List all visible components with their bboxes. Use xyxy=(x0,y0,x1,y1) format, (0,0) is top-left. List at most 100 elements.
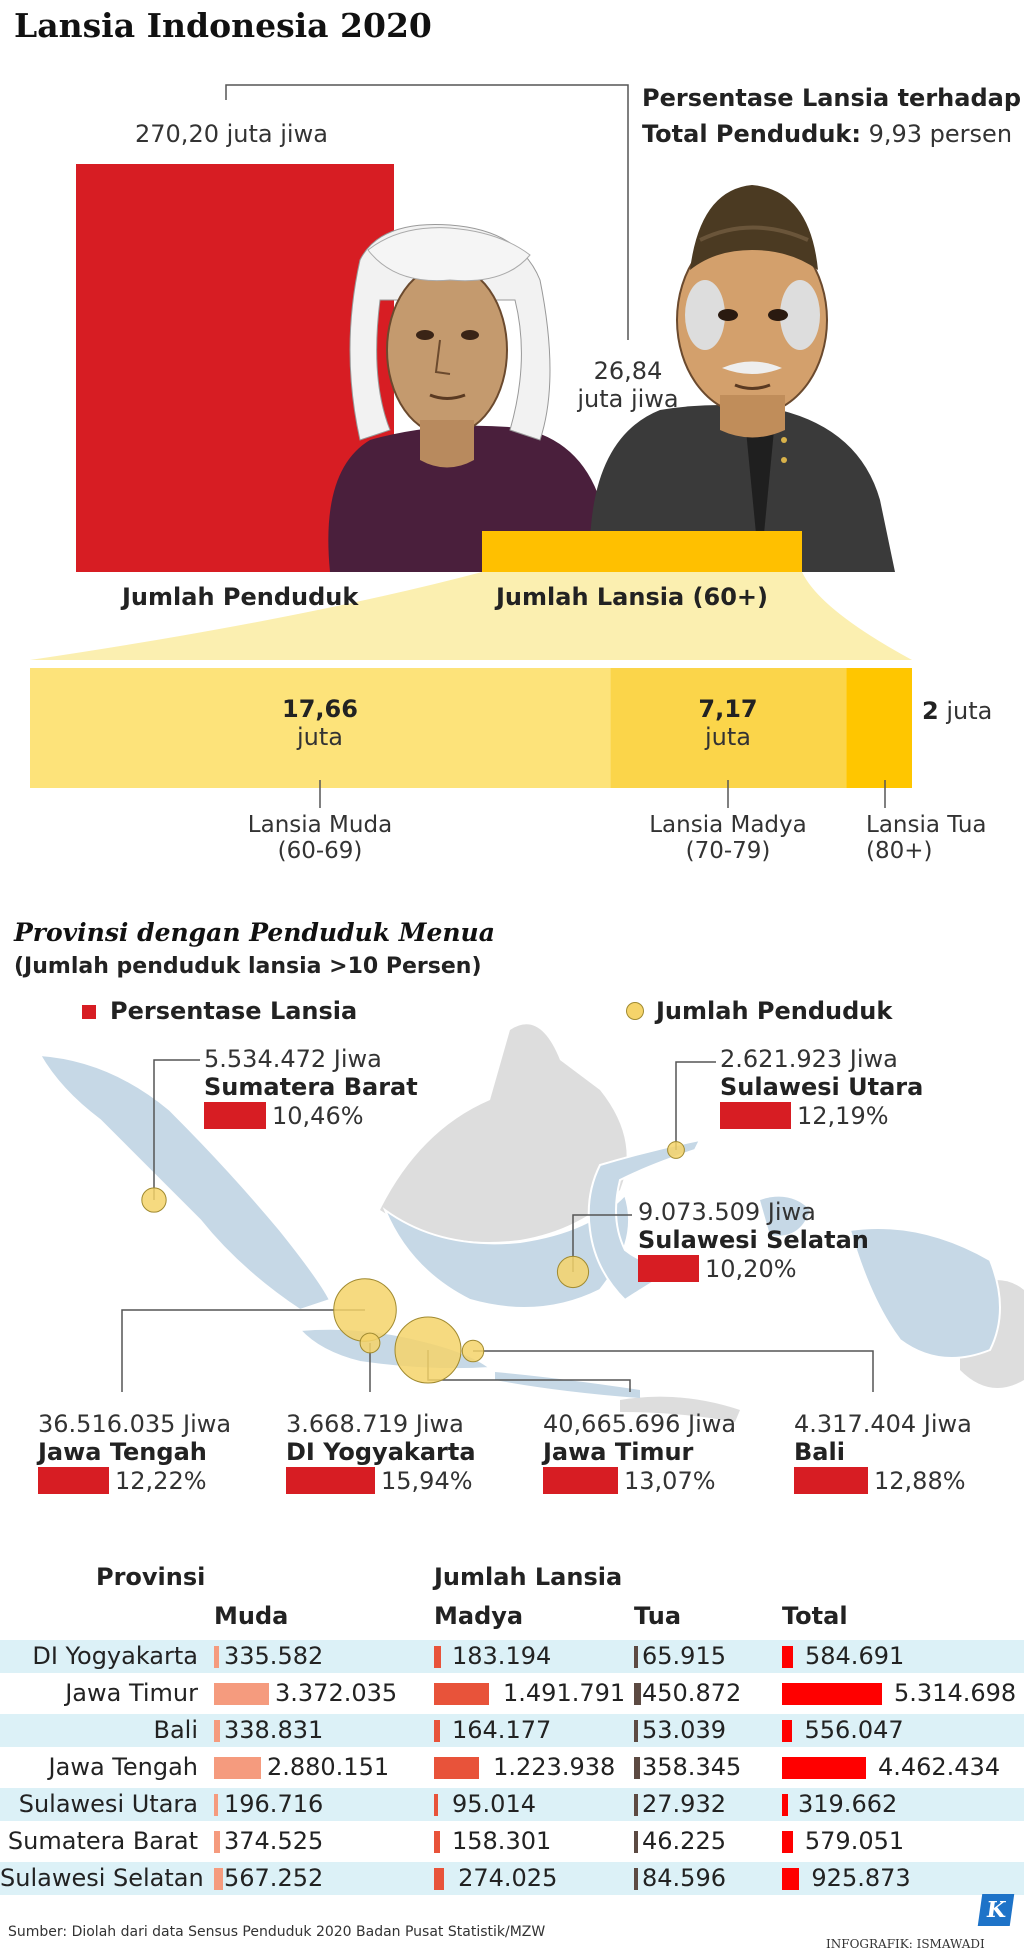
province-population: 4.317.404 Jiwa xyxy=(794,1410,972,1438)
population-bubble xyxy=(141,1187,167,1213)
breakdown-bar-muda xyxy=(30,668,611,788)
province-percent-bar xyxy=(38,1467,109,1494)
elderly-percent-line: Total Penduduk: 9,93 persen xyxy=(642,120,1012,148)
callout-jateng xyxy=(121,1309,365,1392)
maluku-land xyxy=(760,1196,810,1236)
population-bubble xyxy=(667,1141,685,1159)
table-cell-tua: 84.596 xyxy=(642,1864,726,1892)
province-callout-bali: 4.317.404 Jiwa Bali 12,88% xyxy=(794,1410,972,1496)
papua-land xyxy=(848,1227,1001,1359)
legend-population: Jumlah Penduduk xyxy=(626,997,892,1025)
elderly-value: 26,84 juta jiwa xyxy=(570,357,686,413)
table-cell-muda: 374.525 xyxy=(224,1827,324,1855)
province-name: Jawa Timur xyxy=(543,1438,694,1466)
breakdown-unit: juta xyxy=(946,697,993,725)
callout-sulsel xyxy=(572,1214,632,1272)
table-cell-madya: 158.301 xyxy=(452,1827,552,1855)
table-cell-muda: 2.880.151 xyxy=(266,1753,390,1781)
table-row xyxy=(0,1862,1024,1895)
table-header-muda: Muda xyxy=(214,1602,289,1630)
callout-sulut xyxy=(675,1061,716,1150)
table-bar-madya xyxy=(434,1831,440,1853)
province-percent: 13,07% xyxy=(624,1467,716,1495)
breakdown-value: 2 xyxy=(922,697,939,725)
province-population: 3.668.719 Jiwa xyxy=(286,1410,464,1438)
table-cell-muda: 3.372.035 xyxy=(275,1679,398,1707)
legend-percent-label: Persentase Lansia xyxy=(110,997,358,1025)
table-bar-muda xyxy=(214,1831,221,1853)
table-cell-muda: 335.582 xyxy=(224,1642,324,1670)
table-cell-madya: 1.491.791 xyxy=(503,1679,626,1707)
population-bubble xyxy=(461,1339,485,1363)
breakdown-bar-tua xyxy=(846,668,912,788)
table-header-group: Jumlah Lansia xyxy=(434,1563,623,1591)
breakdown-funnel xyxy=(30,572,912,660)
province-name: Sulawesi Selatan xyxy=(638,1226,869,1254)
province-name: DI Yogyakarta xyxy=(286,1438,476,1466)
nusa-tenggara-land xyxy=(495,1372,640,1398)
table-bar-madya xyxy=(434,1794,438,1816)
table-bar-muda xyxy=(214,1683,269,1705)
province-callout-sulsel: 9.073.509 Jiwa Sulawesi Selatan 10,20% xyxy=(638,1198,869,1284)
province-callout-jatim: 40,665.696 Jiwa Jawa Timur 13,07% xyxy=(543,1410,736,1496)
table-cell-province: Jawa Timur xyxy=(65,1679,198,1707)
province-name: Bali xyxy=(794,1438,845,1466)
population-bubble xyxy=(556,1255,590,1289)
province-population: 2.621.923 Jiwa xyxy=(720,1045,898,1073)
source-note: Sumber: Diolah dari data Sensus Penduduk… xyxy=(8,1924,546,1940)
breakdown-range: (60-69) xyxy=(277,838,363,864)
table-cell-madya: 95.014 xyxy=(452,1790,536,1818)
table-header-total: Total xyxy=(782,1602,848,1630)
table-bar-muda xyxy=(214,1757,261,1779)
table-cell-madya: 274.025 xyxy=(458,1864,558,1892)
breakdown-madya-label: Lansia Madya (70-79) xyxy=(608,812,848,864)
province-percent-bar xyxy=(286,1467,375,1494)
table-cell-muda: 196.716 xyxy=(224,1790,324,1818)
callout-bali xyxy=(473,1350,874,1392)
breakdown-value: 17,66 xyxy=(282,695,358,723)
breakdown-muda-value: 17,66 juta xyxy=(220,695,420,751)
table-cell-total: 5.314.698 xyxy=(894,1679,1017,1707)
province-percent: 12,88% xyxy=(874,1467,966,1495)
table-row xyxy=(0,1640,1024,1673)
table-cell-province: Bali xyxy=(153,1716,198,1744)
table-cell-total: 925.873 xyxy=(811,1864,911,1892)
table-bar-tua xyxy=(634,1831,638,1853)
table-bar-madya xyxy=(434,1868,445,1890)
page-title: Lansia Indonesia 2020 xyxy=(14,6,432,45)
table-bar-muda xyxy=(214,1868,224,1890)
map-section-title: Provinsi dengan Penduduk Menua xyxy=(14,918,495,947)
province-name: Sulawesi Utara xyxy=(720,1073,924,1101)
total-population-value: 270,20 juta jiwa xyxy=(135,120,328,148)
province-population: 9.073.509 Jiwa xyxy=(638,1198,816,1226)
table-bar-total xyxy=(782,1831,793,1853)
table-bar-tua xyxy=(634,1757,640,1779)
province-population: 40,665.696 Jiwa xyxy=(543,1410,737,1438)
table-cell-tua: 27.932 xyxy=(642,1790,726,1818)
breakdown-tua-value: 2 juta xyxy=(922,697,992,725)
table-cell-madya: 164.177 xyxy=(452,1716,552,1744)
table-cell-tua: 65.915 xyxy=(642,1642,726,1670)
table-bar-muda xyxy=(214,1646,220,1668)
table-bar-madya xyxy=(434,1646,441,1668)
province-name: Jawa Tengah xyxy=(38,1438,207,1466)
table-cell-muda: 338.831 xyxy=(224,1716,324,1744)
province-callout-sumbar: 5.534.472 Jiwa Sumatera Barat 10,46% xyxy=(204,1045,418,1131)
table-bar-muda xyxy=(214,1794,218,1816)
elderly-value-line2: juta jiwa xyxy=(577,385,679,413)
province-percent: 15,94% xyxy=(381,1467,473,1495)
legend-percent-swatch xyxy=(82,1005,96,1019)
table-cell-province: Jawa Tengah xyxy=(48,1753,198,1781)
legend-percent: Persentase Lansia xyxy=(82,997,357,1025)
table-cell-total: 319.662 xyxy=(798,1790,898,1818)
label-total-population: Jumlah Penduduk xyxy=(122,583,359,611)
province-callout-jateng: 36.516.035 Jiwa Jawa Tengah 12,22% xyxy=(38,1410,231,1496)
table-cell-tua: 53.039 xyxy=(642,1716,726,1744)
breakdown-value: 7,17 xyxy=(698,695,758,723)
province-callout-sulut: 2.621.923 Jiwa Sulawesi Utara 12,19% xyxy=(720,1045,923,1131)
breakdown-name: Lansia Tua xyxy=(866,812,987,838)
table-bar-total xyxy=(782,1646,793,1668)
breakdown-muda-label: Lansia Muda (60-69) xyxy=(200,812,440,864)
elderly-percent-label2: Total Penduduk: xyxy=(642,120,861,148)
table-row xyxy=(0,1714,1024,1747)
